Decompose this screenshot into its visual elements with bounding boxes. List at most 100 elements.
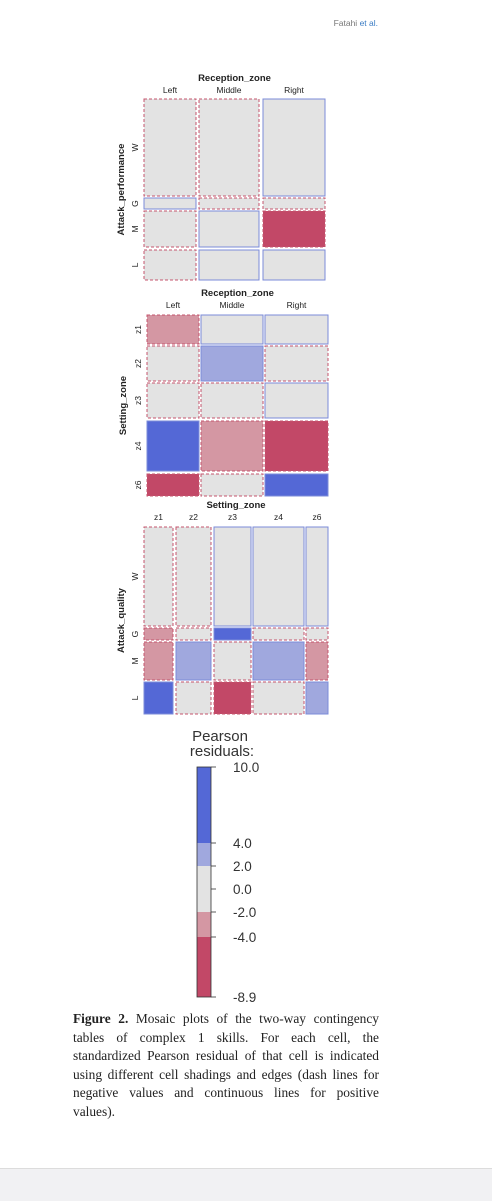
legend-title-line2: residuals: (190, 743, 254, 760)
legend-tick-label: -4.0 (233, 930, 256, 945)
mosaic-row-label: z4 (133, 441, 143, 450)
mosaic-col-label: Middle (216, 85, 241, 95)
mosaic-cell (262, 197, 326, 210)
legend-tick-label: 0.0 (233, 882, 252, 897)
header-authors: Fatahi (333, 18, 358, 28)
mosaic-cell (200, 420, 264, 472)
mosaic-cell (143, 98, 197, 197)
mosaic-col-label: z2 (189, 512, 198, 522)
mosaic-row-label: z3 (133, 396, 143, 405)
mosaic-cell (213, 526, 252, 627)
mosaic-cell (175, 526, 212, 627)
mosaic-col-label: z4 (274, 512, 283, 522)
mosaic-row-label: L (130, 695, 140, 700)
mosaic-cell (305, 526, 329, 627)
mosaic-row-label: L (130, 262, 140, 267)
mosaic-row-label: M (130, 225, 140, 232)
mosaic-row-label: z6 (133, 480, 143, 489)
header-etal: et al. (359, 18, 378, 28)
mosaic-cell (305, 627, 329, 641)
mosaic-y-title: Attack_performance (116, 144, 127, 236)
mosaic-cell (198, 197, 260, 210)
mosaic-panel-1: Reception_zone Left Middle Right W G M L Attack_… (116, 73, 326, 281)
mosaic-cell (200, 345, 264, 382)
legend-bar-frame (196, 766, 212, 998)
mosaic-cell (213, 681, 252, 715)
mosaic-cell (146, 345, 200, 382)
mosaic-cell (143, 681, 174, 715)
mosaic-cell (146, 420, 200, 472)
legend-tick-label: 10.0 (233, 760, 259, 775)
mosaic-row-label: W (130, 143, 140, 151)
figure-caption: Figure 2. Mosaic plots of the two-way co… (73, 1010, 379, 1122)
mosaic-x-title: Reception_zone (201, 288, 274, 299)
mosaic-x-title: Setting_zone (206, 500, 265, 511)
mosaic-cell (143, 627, 174, 641)
mosaic-cell (252, 641, 305, 681)
mosaic-cell (146, 382, 200, 419)
mosaic-col-label: z6 (313, 512, 322, 522)
mosaic-cell (143, 197, 197, 210)
legend-tick-label: 4.0 (233, 836, 252, 851)
mosaic-col-label: Right (287, 300, 307, 310)
mosaic-cell (198, 210, 260, 248)
legend-segment (197, 937, 211, 997)
mosaic-cell (175, 681, 212, 715)
mosaic-cell (262, 210, 326, 248)
mosaic-cell (264, 420, 329, 472)
mosaic-row-label: z1 (133, 325, 143, 334)
mosaic-row-label: G (130, 631, 140, 638)
mosaic-cell (305, 641, 329, 681)
mosaic-panel-2: Reception_zone Left Middle Right z1 z2 z3 z4 z6 S… (118, 288, 329, 497)
legend-tick-label: -2.0 (233, 905, 256, 920)
mosaic-cell (143, 526, 174, 627)
mosaic-cell (262, 98, 326, 197)
mosaic-figure: Reception_zone Left Middle Right W G M L Attack_… (116, 73, 329, 1005)
legend-segment (197, 912, 211, 937)
mosaic-cell (198, 249, 260, 281)
mosaic-cell (143, 249, 197, 281)
mosaic-cell (143, 641, 174, 681)
mosaic-cell (143, 210, 197, 248)
mosaic-cell (198, 98, 260, 197)
mosaic-cell (175, 641, 212, 681)
mosaic-cell (264, 473, 329, 497)
mosaic-cell (252, 681, 305, 715)
legend-title-line1: Pearson (192, 728, 248, 745)
mosaic-y-title: Attack_quality (116, 587, 127, 653)
mosaic-cell (213, 627, 252, 641)
mosaic-cell (146, 314, 200, 345)
mosaic-cell (200, 382, 264, 419)
mosaic-col-label: Right (284, 85, 304, 95)
mosaic-col-label: z3 (228, 512, 237, 522)
mosaic-row-label: W (130, 572, 140, 580)
mosaic-panel-3: Setting_zone z1 z2 z3 z4 z6 W G M L Attack_quality (116, 500, 329, 715)
mosaic-row-label: G (130, 200, 140, 207)
mosaic-cell (262, 249, 326, 281)
mosaic-cell (200, 473, 264, 497)
mosaic-cell (264, 382, 329, 419)
mosaic-x-title: Reception_zone (198, 73, 271, 84)
mosaic-col-label: Left (166, 300, 181, 310)
running-head: Fatahi et al. (334, 18, 378, 28)
legend-tick-label: -8.9 (233, 990, 256, 1005)
page-bottom-band (0, 1168, 492, 1201)
mosaic-cell (175, 627, 212, 641)
mosaic-col-label: z1 (154, 512, 163, 522)
mosaic-col-label: Left (163, 85, 178, 95)
mosaic-cell (146, 473, 200, 497)
mosaic-cell (200, 314, 264, 345)
mosaic-cell (264, 314, 329, 345)
legend-segment (197, 866, 211, 912)
mosaic-cell (305, 681, 329, 715)
mosaic-cell (252, 526, 305, 627)
mosaic-y-title: Setting_zone (118, 376, 129, 435)
mosaic-row-label: z2 (133, 359, 143, 368)
mosaic-row-label: M (130, 657, 140, 664)
mosaic-cell (252, 627, 305, 641)
mosaic-cell (213, 641, 252, 681)
legend-segment (197, 843, 211, 866)
mosaic-cell (264, 345, 329, 382)
legend-tick-label: 2.0 (233, 859, 252, 874)
